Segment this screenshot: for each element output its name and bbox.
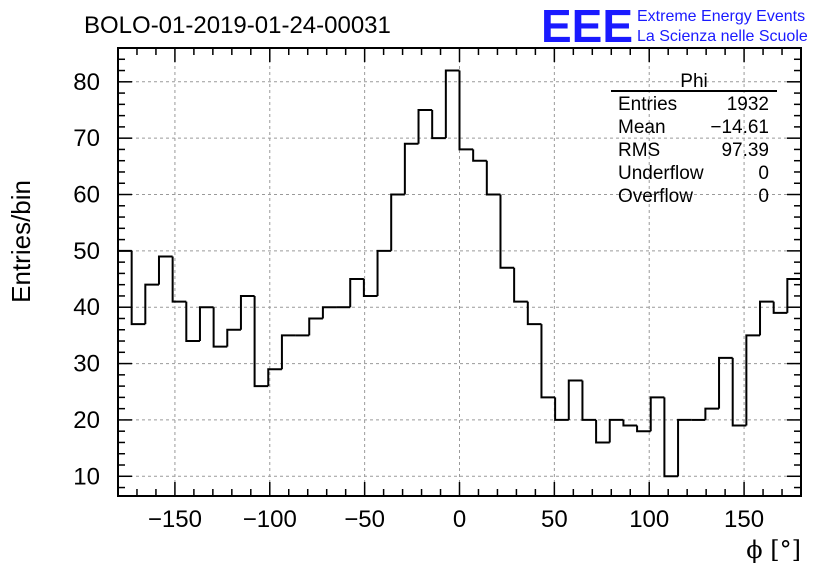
stats-label-mean: Mean	[618, 117, 666, 138]
histogram-bin	[745, 334, 761, 426]
stats-box: Phi Entries 1932 Mean −14.61 RMS 97.39 U…	[611, 71, 777, 207]
histogram-bin	[349, 278, 364, 308]
x-tick-label: 50	[541, 506, 568, 533]
stats-value-entries: 1932	[727, 94, 769, 115]
histogram-bin	[130, 250, 146, 326]
histogram-bin	[786, 278, 802, 496]
histogram-bin	[772, 301, 788, 314]
histogram-bin	[704, 407, 720, 420]
stats-label-entries: Entries	[618, 94, 677, 115]
histogram-bin	[390, 193, 405, 251]
histogram-bin	[171, 256, 187, 303]
x-tick-label: −100	[243, 506, 297, 533]
y-tick-label: 50	[73, 238, 100, 265]
x-tick-label: 0	[453, 506, 466, 533]
histogram-bin	[226, 328, 241, 347]
stats-label-underflow: Underflow	[618, 163, 704, 184]
histogram-bin	[144, 283, 159, 325]
histogram-bin	[731, 357, 747, 427]
histogram-bin	[663, 397, 679, 478]
eee-logo-text: EEE	[541, 0, 633, 52]
histogram-bin	[636, 425, 651, 433]
histogram-bin	[622, 419, 638, 427]
histogram-bin	[472, 149, 487, 162]
x-tick-label: −50	[344, 506, 385, 533]
histogram-bin	[485, 160, 501, 196]
histogram-bin	[280, 334, 296, 370]
x-tick-label: 100	[629, 506, 669, 533]
histogram-bin	[308, 317, 323, 336]
histogram-bin	[458, 70, 474, 151]
stats-label-rms: RMS	[618, 140, 660, 161]
histogram-bin	[185, 301, 200, 343]
axes-frame	[117, 47, 802, 497]
x-tick-label: 150	[724, 506, 764, 533]
histogram-bin	[444, 69, 460, 139]
stats-value-rms: 97.39	[721, 140, 769, 161]
stats-value-overflow: 0	[758, 186, 769, 207]
histogram-bin	[718, 356, 733, 409]
histogram-bin	[321, 306, 337, 319]
y-tick-label: 70	[73, 125, 100, 152]
histogram-bin	[513, 267, 528, 303]
histogram-bin	[253, 295, 269, 388]
y-tick-label: 80	[73, 69, 100, 96]
x-axis-label: ϕ [°]	[746, 536, 801, 564]
histogram-bin	[649, 396, 665, 432]
stats-title: Phi	[680, 71, 707, 92]
chart-title: BOLO-01-2019-01-24-00031	[84, 12, 391, 39]
y-tick-label: 20	[73, 407, 100, 434]
histogram	[117, 69, 802, 496]
histogram-bin	[677, 418, 692, 477]
histogram-bin	[567, 379, 583, 420]
histogram-bin	[198, 306, 214, 342]
histogram-bin	[499, 194, 515, 269]
y-tick-label: 10	[73, 463, 100, 490]
x-tick-label: −150	[148, 506, 202, 533]
eee-logo: EEE	[541, 0, 633, 52]
histogram-bin	[212, 307, 228, 348]
y-tick-labels: 10 20 30 40 50 60 70 80	[73, 69, 100, 490]
y-tick-label: 60	[73, 182, 100, 209]
histogram-bin	[540, 324, 556, 399]
histogram-bin	[117, 249, 132, 496]
histogram-bin	[417, 108, 433, 144]
stats-label-overflow: Overflow	[618, 186, 693, 207]
histogram-bin	[267, 368, 282, 387]
histogram-bin	[239, 294, 255, 330]
histogram-bin	[403, 142, 419, 195]
histogram-bin	[362, 279, 378, 297]
brand-line-2: La Scienza nelle Scuole	[637, 28, 808, 45]
y-tick-label: 30	[73, 351, 100, 378]
histogram-bin	[595, 419, 610, 444]
histogram-bin	[581, 380, 597, 421]
histogram-bin	[759, 300, 774, 336]
histogram-bin	[526, 301, 542, 326]
histogram-bin	[608, 418, 624, 443]
histogram-bin	[554, 397, 569, 421]
histogram-bin	[431, 109, 446, 140]
histogram-bin	[157, 255, 173, 285]
stats-value-mean: −14.61	[710, 117, 769, 138]
y-axis-label: Entries/bin	[6, 180, 36, 303]
y-tick-label: 40	[73, 294, 100, 321]
stats-value-underflow: 0	[758, 163, 769, 184]
brand-line-1: Extreme Energy Events	[637, 8, 805, 25]
histogram-bin	[376, 249, 392, 296]
x-tick-labels: −150 −100 −50 0 50 100 150	[148, 506, 764, 533]
